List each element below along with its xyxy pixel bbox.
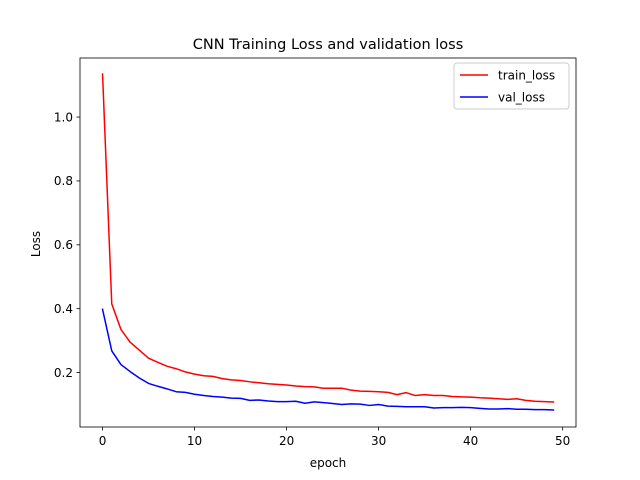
- y-tick-label: 0.8: [54, 174, 73, 188]
- x-tick-label: 10: [187, 434, 202, 448]
- plot-frame: [79, 57, 577, 428]
- y-tick-label: 1.0: [54, 110, 73, 124]
- x-tick-label: 20: [279, 434, 294, 448]
- series-line-val_loss: [101, 308, 555, 411]
- series-line-train_loss: [101, 73, 555, 403]
- x-tick-label: 40: [463, 434, 478, 448]
- plot-area: [79, 57, 577, 428]
- x-axis-label: epoch: [310, 456, 347, 470]
- legend-label-val_loss: val_loss: [498, 90, 545, 104]
- x-tick-label: 30: [371, 434, 386, 448]
- y-tick-label: 0.4: [54, 302, 73, 316]
- y-tick-label: 0.2: [54, 366, 73, 380]
- x-tick-label: 0: [99, 434, 107, 448]
- x-axis: 0 10 20 30 40 50: [99, 427, 570, 448]
- y-tick-label: 0.6: [54, 238, 73, 252]
- y-axis: 0.2 0.4 0.6 0.8 1.0: [54, 110, 80, 380]
- y-axis-label: Loss: [29, 231, 43, 257]
- x-tick-label: 50: [555, 434, 570, 448]
- chart-title: CNN Training Loss and validation loss: [193, 37, 464, 53]
- legend-label-train_loss: train_loss: [498, 68, 555, 82]
- legend: train_loss val_loss: [453, 62, 570, 110]
